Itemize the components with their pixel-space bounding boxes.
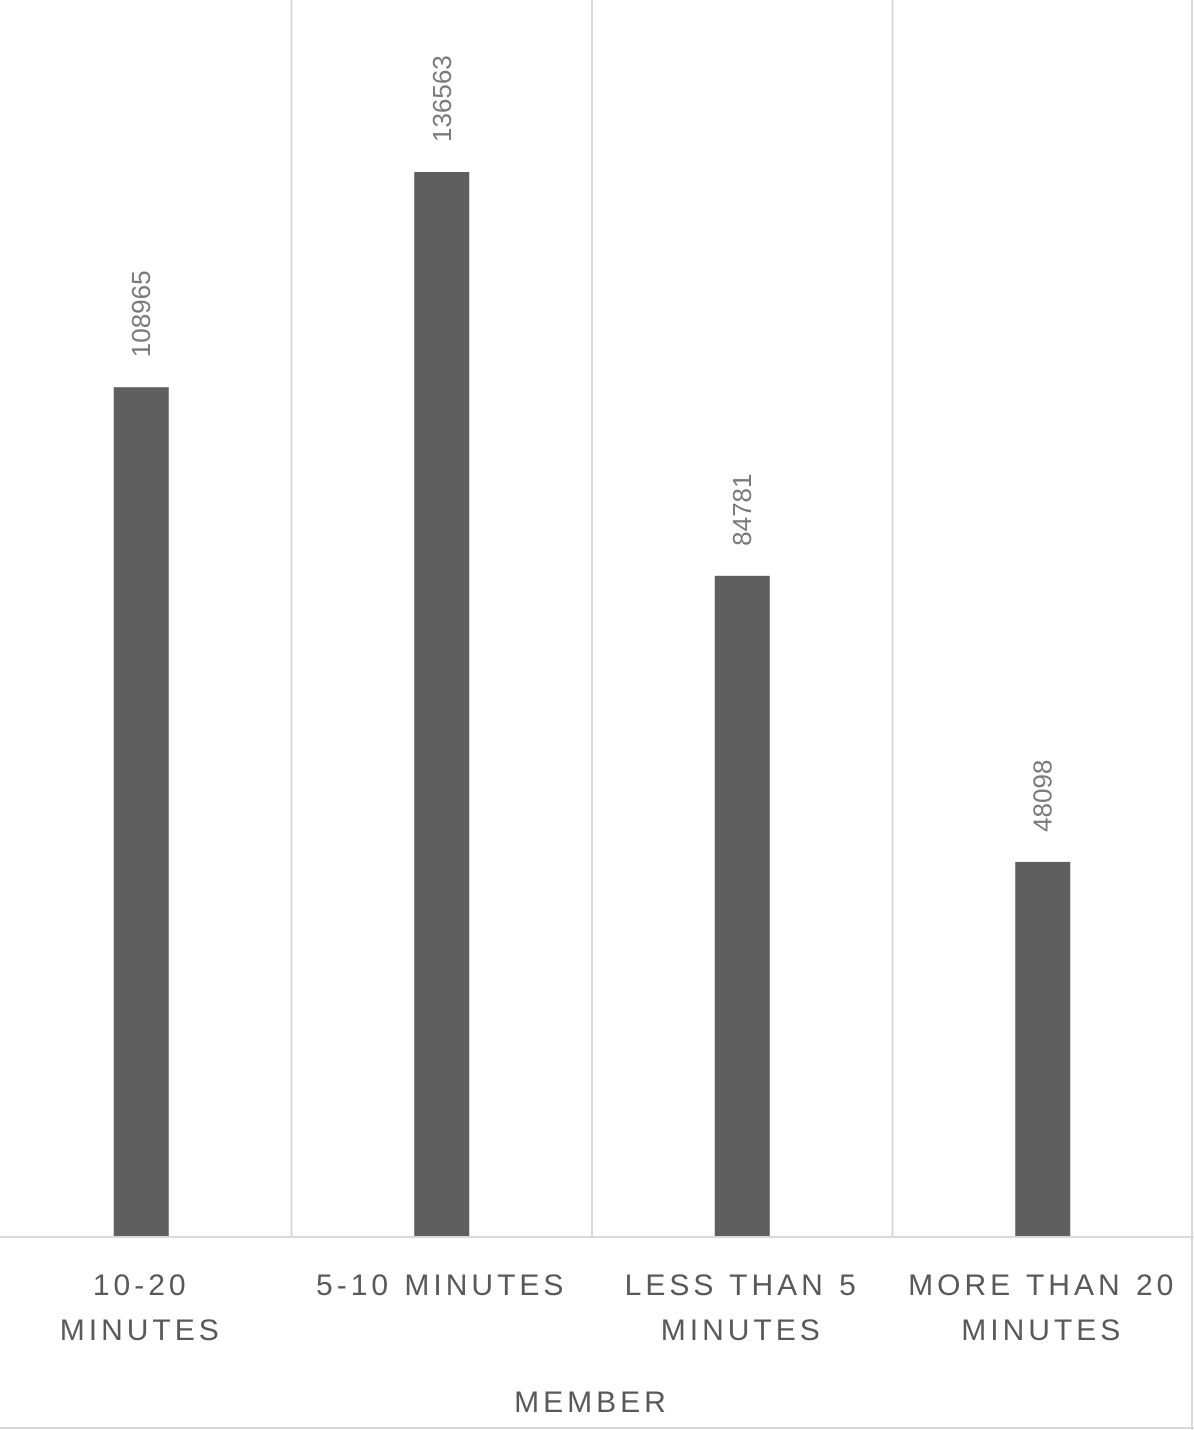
category-label: MINUTES — [661, 1314, 824, 1347]
group-label: MEMBER — [514, 1386, 670, 1419]
bars — [113, 172, 1071, 1237]
bar — [113, 387, 169, 1237]
bar — [714, 575, 770, 1237]
bar — [1015, 861, 1071, 1237]
category-label: MORE THAN 20 — [908, 1269, 1177, 1302]
category-label: LESS THAN 5 — [625, 1269, 860, 1302]
data-label: 136563 — [427, 55, 457, 142]
data-label: 48098 — [1028, 760, 1058, 832]
category-dividers — [290, 0, 1193, 1430]
category-label: 5-10 MINUTES — [316, 1269, 567, 1302]
category-label: MINUTES — [60, 1314, 223, 1347]
category-labels: 10-20 MINUTES 5-10 MINUTES LESS THAN 5 MINUT… — [60, 1269, 1177, 1347]
category-label: 10-20 — [93, 1269, 190, 1302]
data-label: 84781 — [727, 474, 757, 546]
category-label: MINUTES — [961, 1314, 1124, 1347]
bar — [414, 172, 470, 1237]
data-label: 108965 — [126, 270, 156, 357]
data-labels: 108965 136563 84781 48098 — [126, 55, 1058, 832]
